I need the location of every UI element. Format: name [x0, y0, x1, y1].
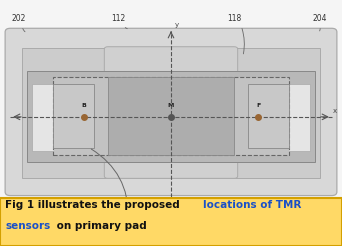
- Text: 206: 206: [123, 203, 137, 212]
- Bar: [22, 48, 320, 178]
- Bar: [108, 77, 234, 155]
- Text: DAS: DAS: [172, 211, 187, 217]
- Text: B: B: [81, 103, 86, 108]
- Text: Fig 1 illustrates the proposed: Fig 1 illustrates the proposed: [5, 200, 184, 211]
- Bar: [53, 77, 289, 155]
- FancyBboxPatch shape: [5, 28, 337, 196]
- Text: PROCESSOR: PROCESSOR: [223, 211, 266, 217]
- Text: locations of TMR: locations of TMR: [203, 200, 302, 211]
- Text: F: F: [256, 103, 260, 108]
- Bar: [218, 208, 271, 220]
- Text: on primary pad: on primary pad: [53, 221, 147, 231]
- Text: 118: 118: [227, 14, 241, 23]
- Text: 112: 112: [111, 14, 125, 23]
- Text: INA: INA: [122, 211, 134, 217]
- Text: 210: 210: [242, 203, 257, 212]
- FancyBboxPatch shape: [104, 47, 238, 178]
- Bar: [248, 84, 289, 148]
- Text: x: x: [333, 108, 337, 114]
- Bar: [27, 71, 315, 162]
- Bar: [32, 84, 310, 151]
- Text: y: y: [174, 22, 179, 28]
- Bar: [163, 208, 196, 220]
- Text: 204: 204: [313, 14, 327, 23]
- Bar: [112, 208, 144, 220]
- Text: M: M: [168, 103, 174, 108]
- Text: 208: 208: [176, 203, 190, 212]
- Text: 202: 202: [12, 14, 26, 23]
- Text: sensors: sensors: [5, 221, 50, 231]
- Bar: [53, 84, 94, 148]
- Bar: [0, 198, 342, 246]
